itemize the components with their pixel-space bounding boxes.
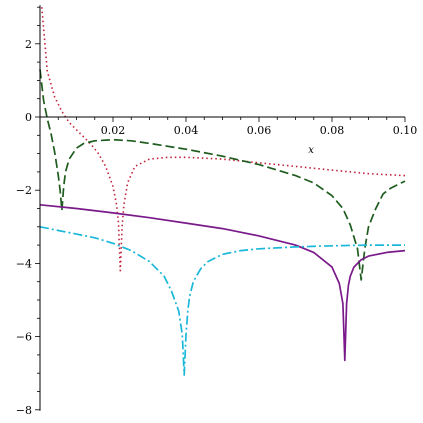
x-tick-label: 0.10 xyxy=(393,124,418,137)
series-line-dotted xyxy=(41,7,406,272)
series-line-solid xyxy=(39,203,406,362)
y-tick-label: −4 xyxy=(16,257,32,270)
y-tick-label: −2 xyxy=(16,184,32,197)
x-axis-label: x xyxy=(308,145,314,156)
x-tick-label: 0.08 xyxy=(320,124,345,137)
y-tick-label: −8 xyxy=(16,404,32,417)
y-tick-label: 0 xyxy=(25,111,32,124)
series-line-dashed xyxy=(39,69,406,281)
x-tick-label: 0.04 xyxy=(174,124,199,137)
x-ticks: 0.02 0.04 0.06 0.08 0.10 xyxy=(57,117,418,137)
series-line-dashdot xyxy=(39,225,405,376)
x-tick-label: 0.02 xyxy=(101,124,126,137)
x-tick-label: 0.06 xyxy=(247,124,272,137)
data-series xyxy=(39,7,406,376)
y-tick-label: 2 xyxy=(25,38,32,51)
y-ticks: 2 0 −2 −4 −6 −8 xyxy=(16,6,40,417)
axes: 0.02 0.04 0.06 0.08 0.10 2 0 −2 −4 −6 −8 x xyxy=(16,5,417,417)
y-tick-label: −6 xyxy=(16,331,32,344)
